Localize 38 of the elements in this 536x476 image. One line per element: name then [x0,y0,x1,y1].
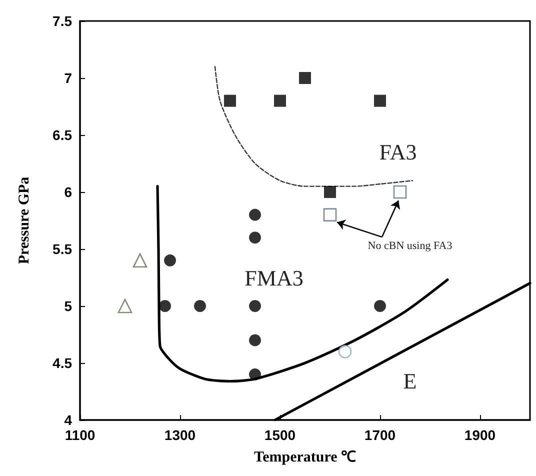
point [338,344,352,358]
y-tick-label: 5.5 [52,241,72,257]
point [374,300,386,312]
point [194,300,206,312]
point [324,186,336,198]
point [249,300,261,312]
y-tick-label: 7.5 [52,13,72,29]
x-axis-title: Temperature ℃ [254,450,356,466]
x-tick-label: 1300 [164,427,196,443]
y-tick-label: 4.5 [52,355,72,371]
point [393,185,407,199]
y-tick-label: 6.5 [52,127,72,143]
point [132,253,148,268]
point [374,94,386,107]
point [249,208,261,221]
y-axis-title: Pressure GPa [16,176,32,264]
point [323,208,337,222]
point [159,300,171,312]
x-tick-label: 1900 [464,427,496,443]
annotation: No cBN using FA3 [368,240,453,252]
point [118,298,132,314]
point [274,94,286,107]
point [224,94,236,107]
point [249,334,261,346]
annotation: FMA3 [244,266,304,290]
x-tick-label: 1500 [264,427,296,443]
annotation: E [403,368,417,394]
x-tick-label: 1100 [64,427,96,443]
point [249,368,261,380]
x-tick-label: 1700 [364,427,396,443]
y-tick-label: 5 [64,298,72,314]
point [249,232,261,244]
annotation: FA3 [379,140,417,164]
point [299,72,311,84]
y-tick-label: 6 [64,184,72,200]
y-tick-label: 7 [64,70,72,86]
y-tick-label: 4 [64,412,72,428]
point [164,254,176,266]
